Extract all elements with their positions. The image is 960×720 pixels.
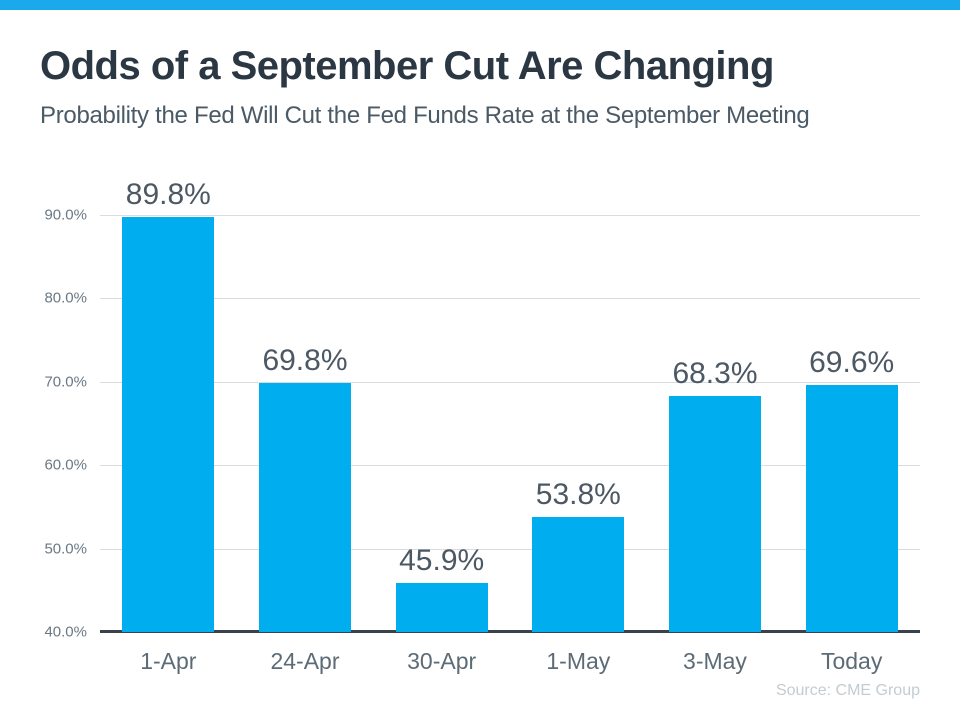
gridline <box>100 548 920 550</box>
bar-value-label: 69.6% <box>809 346 895 380</box>
bar-value-label: 45.9% <box>399 543 485 577</box>
bar-value-label: 53.8% <box>535 477 621 511</box>
gridline <box>100 381 920 383</box>
page-subtitle: Probability the Fed Will Cut the Fed Fun… <box>40 102 810 129</box>
bar-chart-plot-area: 90.0% 80.0% 70.0% 60.0% 50.0% 40.0% 89.8% 1-Apr… <box>44 178 920 674</box>
x-tick-label: 24-Apr <box>270 648 340 674</box>
y-tick-label: 40.0% <box>44 623 87 641</box>
y-tick-label: 50.0% <box>44 540 87 558</box>
x-tick-label: 1-Apr <box>140 648 197 674</box>
source-credit: Source: CME Group <box>775 682 920 699</box>
page-title: Odds of a September Cut Are Changing <box>40 44 774 88</box>
bar-value-label: 89.8% <box>125 177 211 211</box>
bar-1-May <box>532 516 625 632</box>
y-tick-label: 90.0% <box>44 206 87 224</box>
x-tick-label: 3-May <box>683 648 747 674</box>
bar-value-label: 68.3% <box>672 356 758 390</box>
x-axis-line <box>100 630 920 633</box>
gridline <box>100 215 920 216</box>
gridline <box>100 298 920 300</box>
y-tick-label: 60.0% <box>44 456 87 474</box>
bar-value-label: 69.8% <box>262 344 348 378</box>
x-tick-label: Today <box>820 648 883 674</box>
top-accent-bar <box>0 0 960 10</box>
bar-3-May <box>669 395 761 632</box>
bar-24-Apr <box>259 383 351 632</box>
bar-Today <box>805 385 898 632</box>
bar-1-Apr <box>122 216 215 632</box>
y-tick-label: 70.0% <box>44 373 87 391</box>
x-tick-label: 1-May <box>546 648 611 674</box>
gridline <box>100 465 920 467</box>
bar-30-Apr <box>395 582 488 632</box>
y-tick-label: 80.0% <box>44 289 87 307</box>
x-tick-label: 30-Apr <box>407 648 477 674</box>
